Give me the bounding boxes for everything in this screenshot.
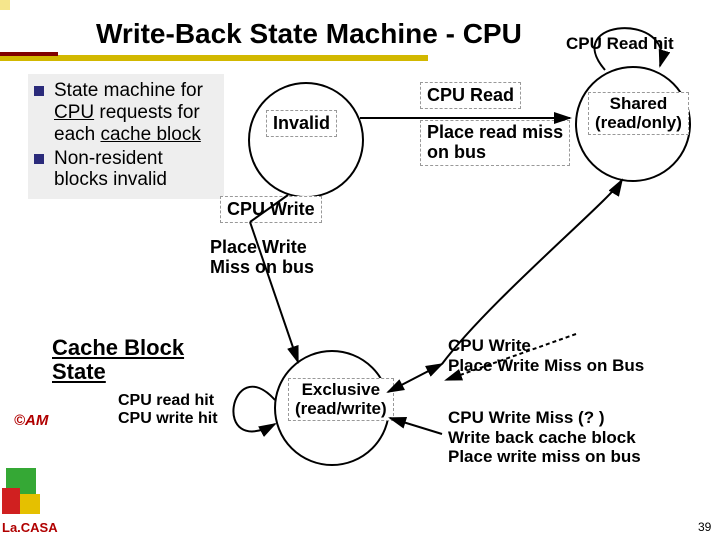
state-exclusive-label-l1: Exclusive (302, 380, 380, 399)
state-shared-label: Shared (read/only) (588, 92, 689, 135)
edge-place-write-miss-l2: Miss on bus (210, 257, 314, 277)
edge-place-read-miss-l1: Place read miss (427, 122, 563, 142)
logo-block-yellow (20, 494, 40, 514)
bullet-square-icon (34, 154, 44, 164)
cache-block-state-l2: State (52, 359, 106, 384)
edge-place-read-miss: Place read miss on bus (420, 120, 570, 166)
state-invalid (248, 82, 364, 198)
edge-cpu-write-miss-l3: Place write miss on bus (448, 447, 641, 466)
page-number: 39 (698, 520, 711, 534)
state-shared-label-l1: Shared (610, 94, 668, 113)
bullets-box: State machine for CPU requests for each … (28, 74, 224, 199)
am-copyright: ©AM (14, 412, 48, 429)
edge-cpu-rw-hit-l2: CPU write hit (118, 410, 218, 427)
state-exclusive-label-l2: (read/write) (295, 399, 387, 418)
bullet-item: Non-resident blocks invalid (34, 148, 214, 192)
edge-cpu-rw-hit: CPU read hit CPU write hit (118, 392, 218, 429)
state-invalid-label: Invalid (266, 110, 337, 137)
bullet-text: Non-resident blocks invalid (54, 148, 214, 192)
title-underline-maroon (0, 52, 58, 56)
edge-cpu-rw-hit-l1: CPU read hit (118, 392, 214, 409)
slide-title: Write-Back State Machine - CPU (96, 18, 522, 50)
cache-block-state-l1: Cache Block (52, 335, 184, 360)
cache-block-state-label: Cache Block State (52, 336, 184, 384)
bullet-text: State machine for CPU requests for each … (54, 80, 214, 146)
corner-decoration (0, 0, 10, 10)
edge-cpu-write-right-l2: Place Write Miss on Bus (448, 356, 644, 375)
state-exclusive-label: Exclusive (read/write) (288, 378, 394, 421)
edge-cpu-write-right: CPU Write Place Write Miss on Bus (448, 336, 644, 375)
bullet-item: State machine for CPU requests for each … (34, 80, 214, 146)
edge-cpu-read: CPU Read (420, 82, 521, 109)
edge-cpu-write-miss: CPU Write Miss (? ) Write back cache blo… (448, 408, 641, 467)
state-shared-label-l2: (read/only) (595, 113, 682, 132)
slide: Write-Back State Machine - CPU CPU Read … (0, 0, 720, 540)
edge-cpu-write-miss-l2: Write back cache block (448, 428, 636, 447)
edge-cpu-write-right-l1: CPU Write (448, 336, 531, 355)
edge-place-read-miss-l2: on bus (427, 142, 486, 162)
edge-cpu-write: CPU Write (220, 196, 322, 223)
title-annotation: CPU Read hit (566, 34, 674, 54)
edge-place-write-miss: Place Write Miss on bus (210, 238, 314, 278)
edge-cpu-write-miss-l1: CPU Write Miss (? ) (448, 408, 604, 427)
bullet-square-icon (34, 86, 44, 96)
logo-block-red (2, 488, 20, 514)
edge-place-write-miss-l1: Place Write (210, 237, 307, 257)
lacasa-label: La.CASA (2, 520, 58, 535)
title-underline-yellow (0, 55, 428, 61)
